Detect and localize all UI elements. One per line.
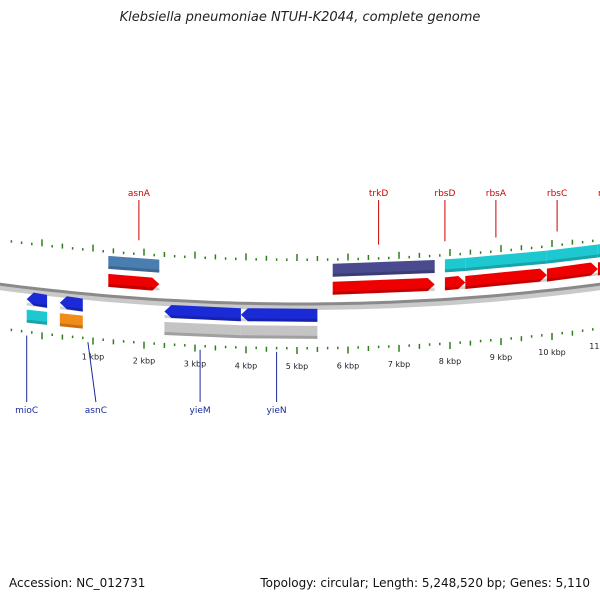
gene-feature: [240, 325, 318, 339]
gene-feature: [465, 268, 547, 289]
kbp-label: 8 kbp: [439, 357, 461, 366]
gene-feature: [332, 278, 435, 295]
feature-shade: [332, 270, 435, 277]
gene-label-yieM: yieM: [190, 406, 211, 416]
page-title: Klebsiella pneumoniae NTUH-K2044, comple…: [119, 10, 481, 25]
feature-shade: [240, 335, 318, 339]
feature-shade: [164, 314, 241, 322]
kbp-label: 5 kbp: [286, 362, 308, 371]
gene-feature: [26, 292, 48, 308]
tick-row-bottom: [10, 328, 594, 354]
gene-feature: [546, 262, 598, 282]
kbp-label: 10 kbp: [538, 348, 566, 357]
gene-label-rbsA: rbsA: [486, 189, 507, 199]
gene-feature: [444, 257, 466, 273]
kbp-label: 11 kbp: [589, 342, 600, 351]
kbp-label: 2 kbp: [133, 357, 155, 366]
feature-shade: [465, 260, 547, 271]
gene-label-rbsB: rbsB: [598, 189, 600, 199]
kbp-label: 1 kbp: [82, 353, 104, 362]
gene-label-trkD: trkD: [369, 189, 388, 199]
gene-feature: [164, 321, 241, 339]
top-gene-labels: asnA trkD rbsD rbsA rbsC rbsB: [128, 189, 600, 245]
kbp-label: 7 kbp: [388, 360, 410, 369]
feature-shade: [597, 272, 600, 276]
feature-shade: [444, 285, 466, 291]
feature-shade: [240, 318, 318, 322]
feature-shade: [108, 265, 160, 273]
gene-feature: [597, 244, 600, 258]
feature-shade: [164, 331, 241, 339]
feature-shade: [444, 267, 466, 273]
kbp-label: 6 kbp: [337, 361, 359, 370]
feature-tracks: [26, 244, 600, 339]
gene-feature: [444, 275, 466, 291]
bottom-gene-labels: mioC asnC yieM yieN: [15, 335, 287, 416]
genome-summary: Topology: circular; Length: 5,248,520 bp…: [260, 576, 590, 590]
kbp-label: 3 kbp: [184, 360, 206, 369]
gene-label-asnC: asnC: [85, 406, 107, 416]
accession-label: Accession: NC_012731: [9, 576, 146, 590]
backbone-shadow: [0, 285, 600, 310]
gene-label-rbsD: rbsD: [434, 189, 455, 199]
feature-shade: [108, 283, 160, 291]
gene-feature: [597, 262, 600, 276]
feature-shade: [332, 288, 435, 295]
gene-feature: [240, 308, 318, 322]
feature-shade: [546, 254, 598, 264]
tick-row-top: [10, 239, 594, 261]
feature-shade: [465, 278, 547, 289]
kbp-label: 4 kbp: [235, 361, 257, 370]
gene-feature: [546, 244, 598, 264]
gene-feature: [59, 313, 83, 329]
gene-feature: [108, 273, 160, 291]
gene-label-asnA: asnA: [128, 189, 151, 199]
gene-feature: [164, 304, 241, 322]
gene-label-yieN: yieN: [267, 406, 287, 416]
backbone: [0, 282, 600, 306]
gene-label-mioC: mioC: [15, 406, 38, 416]
kbp-scale-labels: 1 kbp 2 kbp 3 kbp 4 kbp 5 kbp 6 kbp 7 kbp 8 kbp…: [82, 342, 600, 371]
feature-shade: [59, 323, 83, 329]
gene-feature: [108, 255, 160, 273]
feature-shade: [546, 272, 598, 282]
gene-label-rbsC: rbsC: [547, 189, 567, 199]
gene-feature: [26, 309, 48, 325]
gene-feature: [465, 250, 547, 271]
feature-shade: [26, 319, 48, 325]
gene-leader-line: [87, 342, 97, 403]
gene-feature: [332, 260, 435, 277]
gene-feature: [59, 296, 83, 312]
kbp-label: 9 kbp: [490, 353, 512, 362]
feature-shade: [26, 302, 48, 308]
feature-shade: [59, 306, 83, 312]
feature-shade: [597, 254, 600, 258]
